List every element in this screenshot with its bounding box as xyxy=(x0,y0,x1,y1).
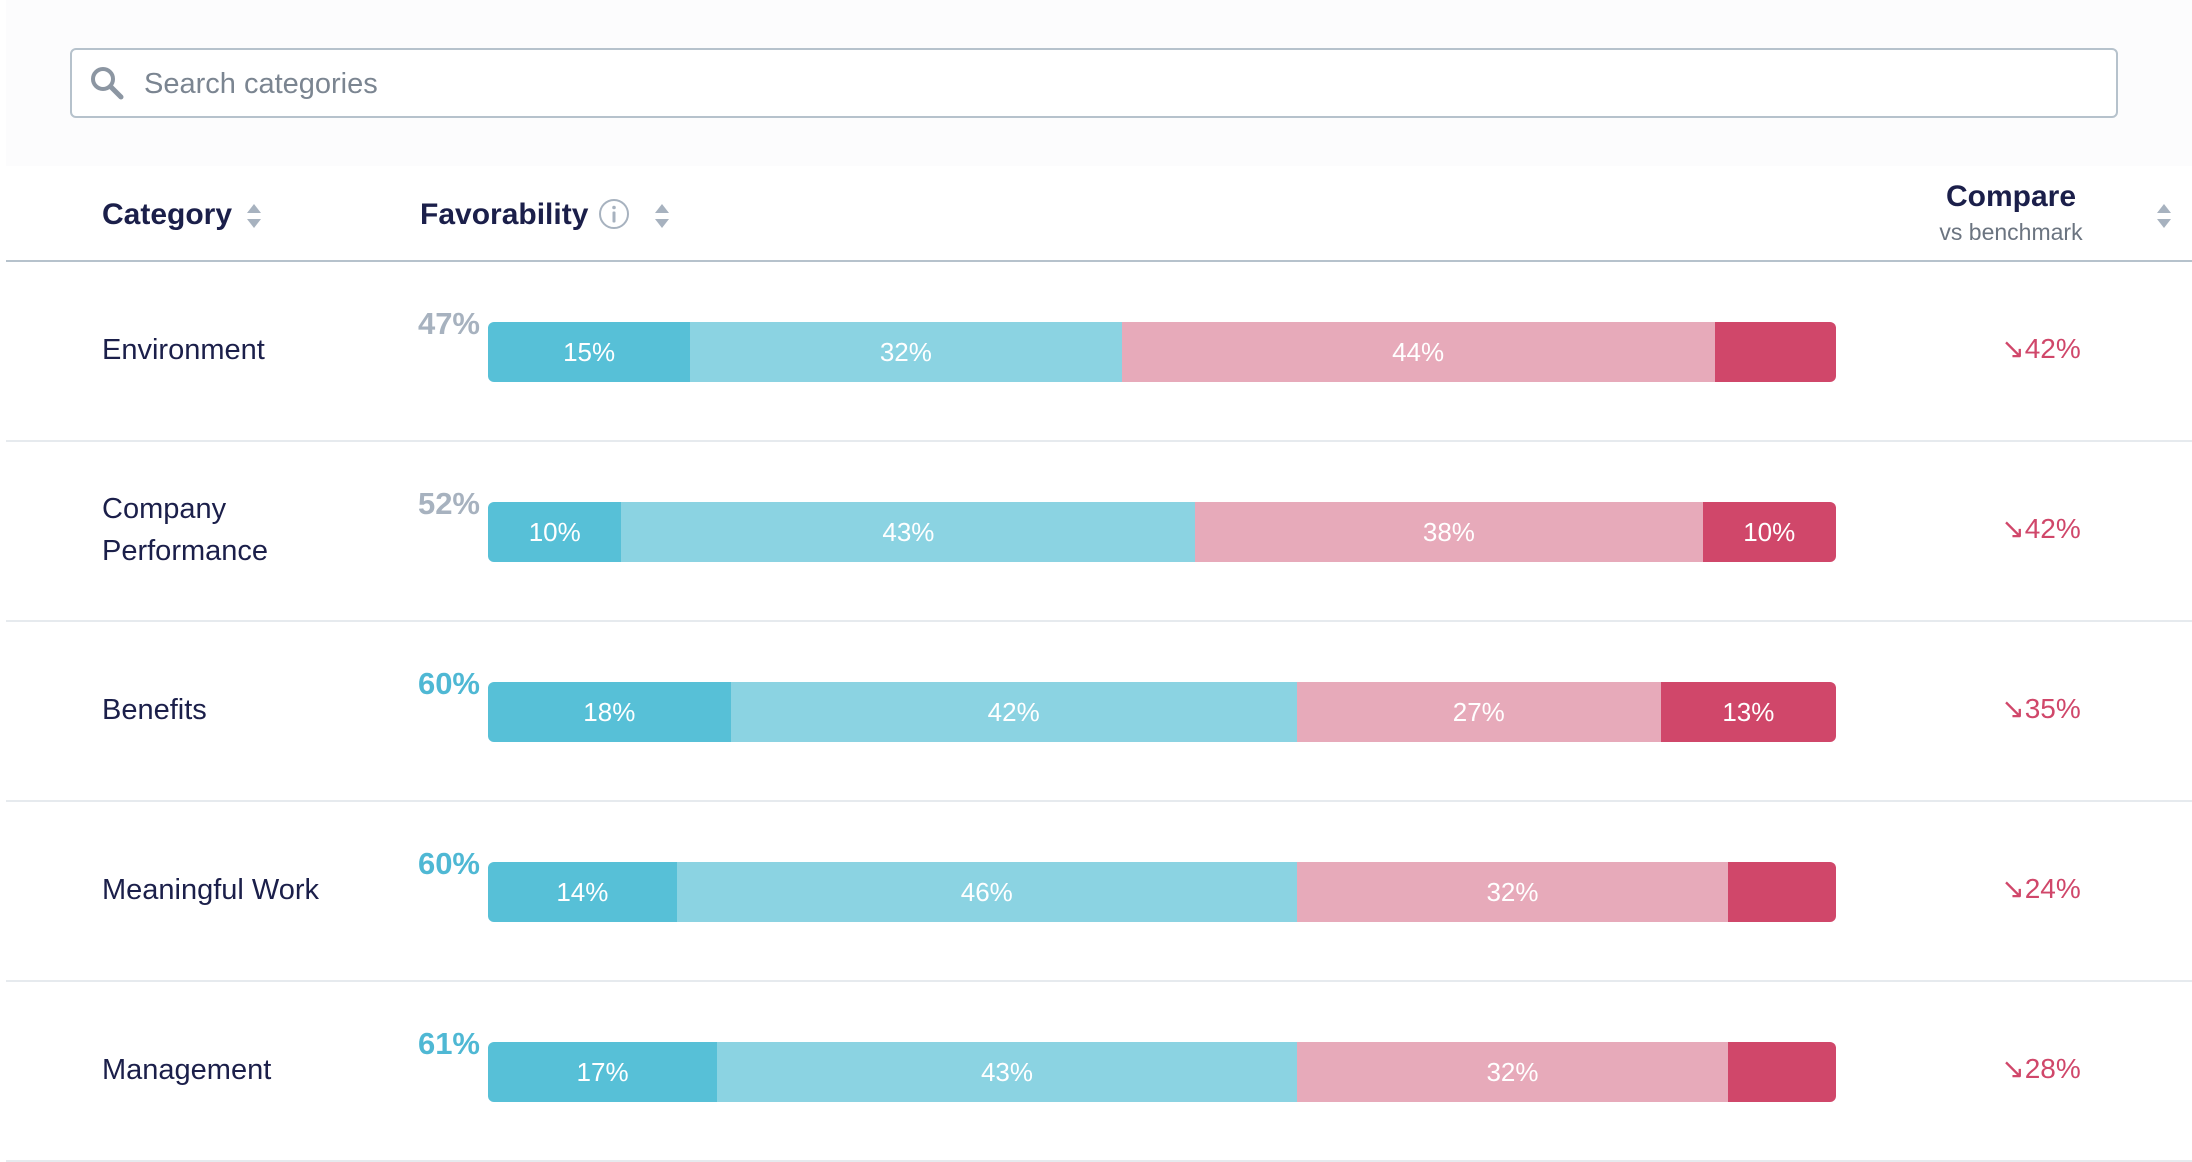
benchmark-delta: ↘35% xyxy=(2001,693,2081,724)
row-divider xyxy=(6,440,2192,442)
favorable-segment[interactable]: 42% xyxy=(730,682,1297,742)
favorability-bar[interactable]: 17% 43% 32% xyxy=(488,1042,1836,1102)
favorability-score: 60% xyxy=(417,666,480,701)
compare-column-header[interactable]: Compare xyxy=(1945,180,2077,213)
unfavorable-segment[interactable]: 38% xyxy=(1195,502,1703,562)
unfavorable-segment[interactable]: 44% xyxy=(1121,322,1715,382)
favorability-score: 52% xyxy=(417,486,480,521)
category-label: Benefits xyxy=(102,689,402,731)
toolbar-area xyxy=(6,0,2192,166)
category-label-line: Benefits xyxy=(102,694,207,726)
search-box[interactable] xyxy=(70,48,2118,118)
category-sort-icon[interactable] xyxy=(246,202,262,230)
benchmark-delta: ↘42% xyxy=(2001,333,2081,364)
category-label-line: Company xyxy=(102,493,227,525)
category-label: Company Performance xyxy=(102,488,402,572)
favorable-segment[interactable]: 43% xyxy=(621,502,1196,562)
strongly-favorable-segment[interactable]: 18% xyxy=(488,682,731,742)
favorability-score: 47% xyxy=(417,306,480,341)
strongly-unfavorable-segment[interactable]: 10% xyxy=(1702,502,1836,562)
category-label-line: Performance xyxy=(102,535,269,567)
favorable-segment[interactable]: 43% xyxy=(717,1042,1297,1102)
favorability-sort-icon[interactable] xyxy=(654,202,670,230)
table-header: Category Favorability xyxy=(6,166,2192,262)
favorable-segment[interactable]: 32% xyxy=(690,322,1122,382)
unfavorable-segment[interactable]: 27% xyxy=(1296,682,1661,742)
strongly-favorable-segment[interactable]: 17% xyxy=(488,1042,718,1102)
header-divider xyxy=(6,260,2192,262)
favorability-column-header[interactable]: Favorability xyxy=(420,198,589,231)
category-label-line: Environment xyxy=(102,334,265,366)
category-label: Meaningful Work xyxy=(102,869,402,911)
benchmark-delta: ↘28% xyxy=(2001,1053,2081,1084)
row-divider xyxy=(6,980,2192,982)
row-divider xyxy=(6,800,2192,802)
favorability-bar[interactable]: 10% 43% 38% 10% xyxy=(488,502,1836,562)
strongly-favorable-segment[interactable]: 10% xyxy=(488,502,622,562)
strongly-unfavorable-segment[interactable] xyxy=(1728,1042,1836,1102)
compare-subheader: vs benchmark xyxy=(1939,219,2083,245)
strongly-unfavorable-segment[interactable]: 13% xyxy=(1660,682,1836,742)
table-row[interactable]: Environment 47% 15% 32% 44% ↘42% xyxy=(6,262,2192,442)
category-label-line: Meaningful Work xyxy=(102,874,320,906)
strongly-unfavorable-segment[interactable] xyxy=(1728,862,1836,922)
favorability-bar[interactable]: 18% 42% 27% 13% xyxy=(488,682,1836,742)
category-label: Management xyxy=(102,1049,402,1091)
favorability-score: 60% xyxy=(417,846,480,881)
favorable-segment[interactable]: 46% xyxy=(676,862,1297,922)
search-input[interactable] xyxy=(142,58,2046,110)
table-row[interactable]: Company Performance 52% 10% 43% 38% 10% ↘42% xyxy=(6,442,2192,622)
benchmark-delta: ↘42% xyxy=(2001,513,2081,544)
survey-results-panel: Category Favorability Compare vs benchma… xyxy=(6,0,2192,1162)
info-icon[interactable] xyxy=(598,198,630,230)
unfavorable-segment[interactable]: 32% xyxy=(1296,862,1729,922)
search-icon xyxy=(88,64,126,102)
table-row[interactable]: Management 61% 17% 43% 32% ↘28% xyxy=(6,982,2192,1162)
favorability-score: 61% xyxy=(417,1026,480,1061)
table-row[interactable]: Benefits 60% 18% 42% 27% 13% ↘35% xyxy=(6,622,2192,802)
row-divider xyxy=(6,620,2192,622)
benchmark-delta: ↘24% xyxy=(2001,873,2081,904)
category-column-header[interactable]: Category xyxy=(102,198,233,231)
strongly-unfavorable-segment[interactable] xyxy=(1714,322,1836,382)
unfavorable-segment[interactable]: 32% xyxy=(1296,1042,1729,1102)
favorability-bar[interactable]: 14% 46% 32% xyxy=(488,862,1836,922)
compare-sort-icon[interactable] xyxy=(2156,202,2172,230)
category-label: Environment xyxy=(102,329,402,371)
strongly-favorable-segment[interactable]: 15% xyxy=(488,322,691,382)
favorability-bar[interactable]: 15% 32% 44% xyxy=(488,322,1836,382)
table-row[interactable]: Meaningful Work 60% 14% 46% 32% ↘24% xyxy=(6,802,2192,982)
category-label-line: Management xyxy=(102,1054,272,1086)
strongly-favorable-segment[interactable]: 14% xyxy=(488,862,677,922)
